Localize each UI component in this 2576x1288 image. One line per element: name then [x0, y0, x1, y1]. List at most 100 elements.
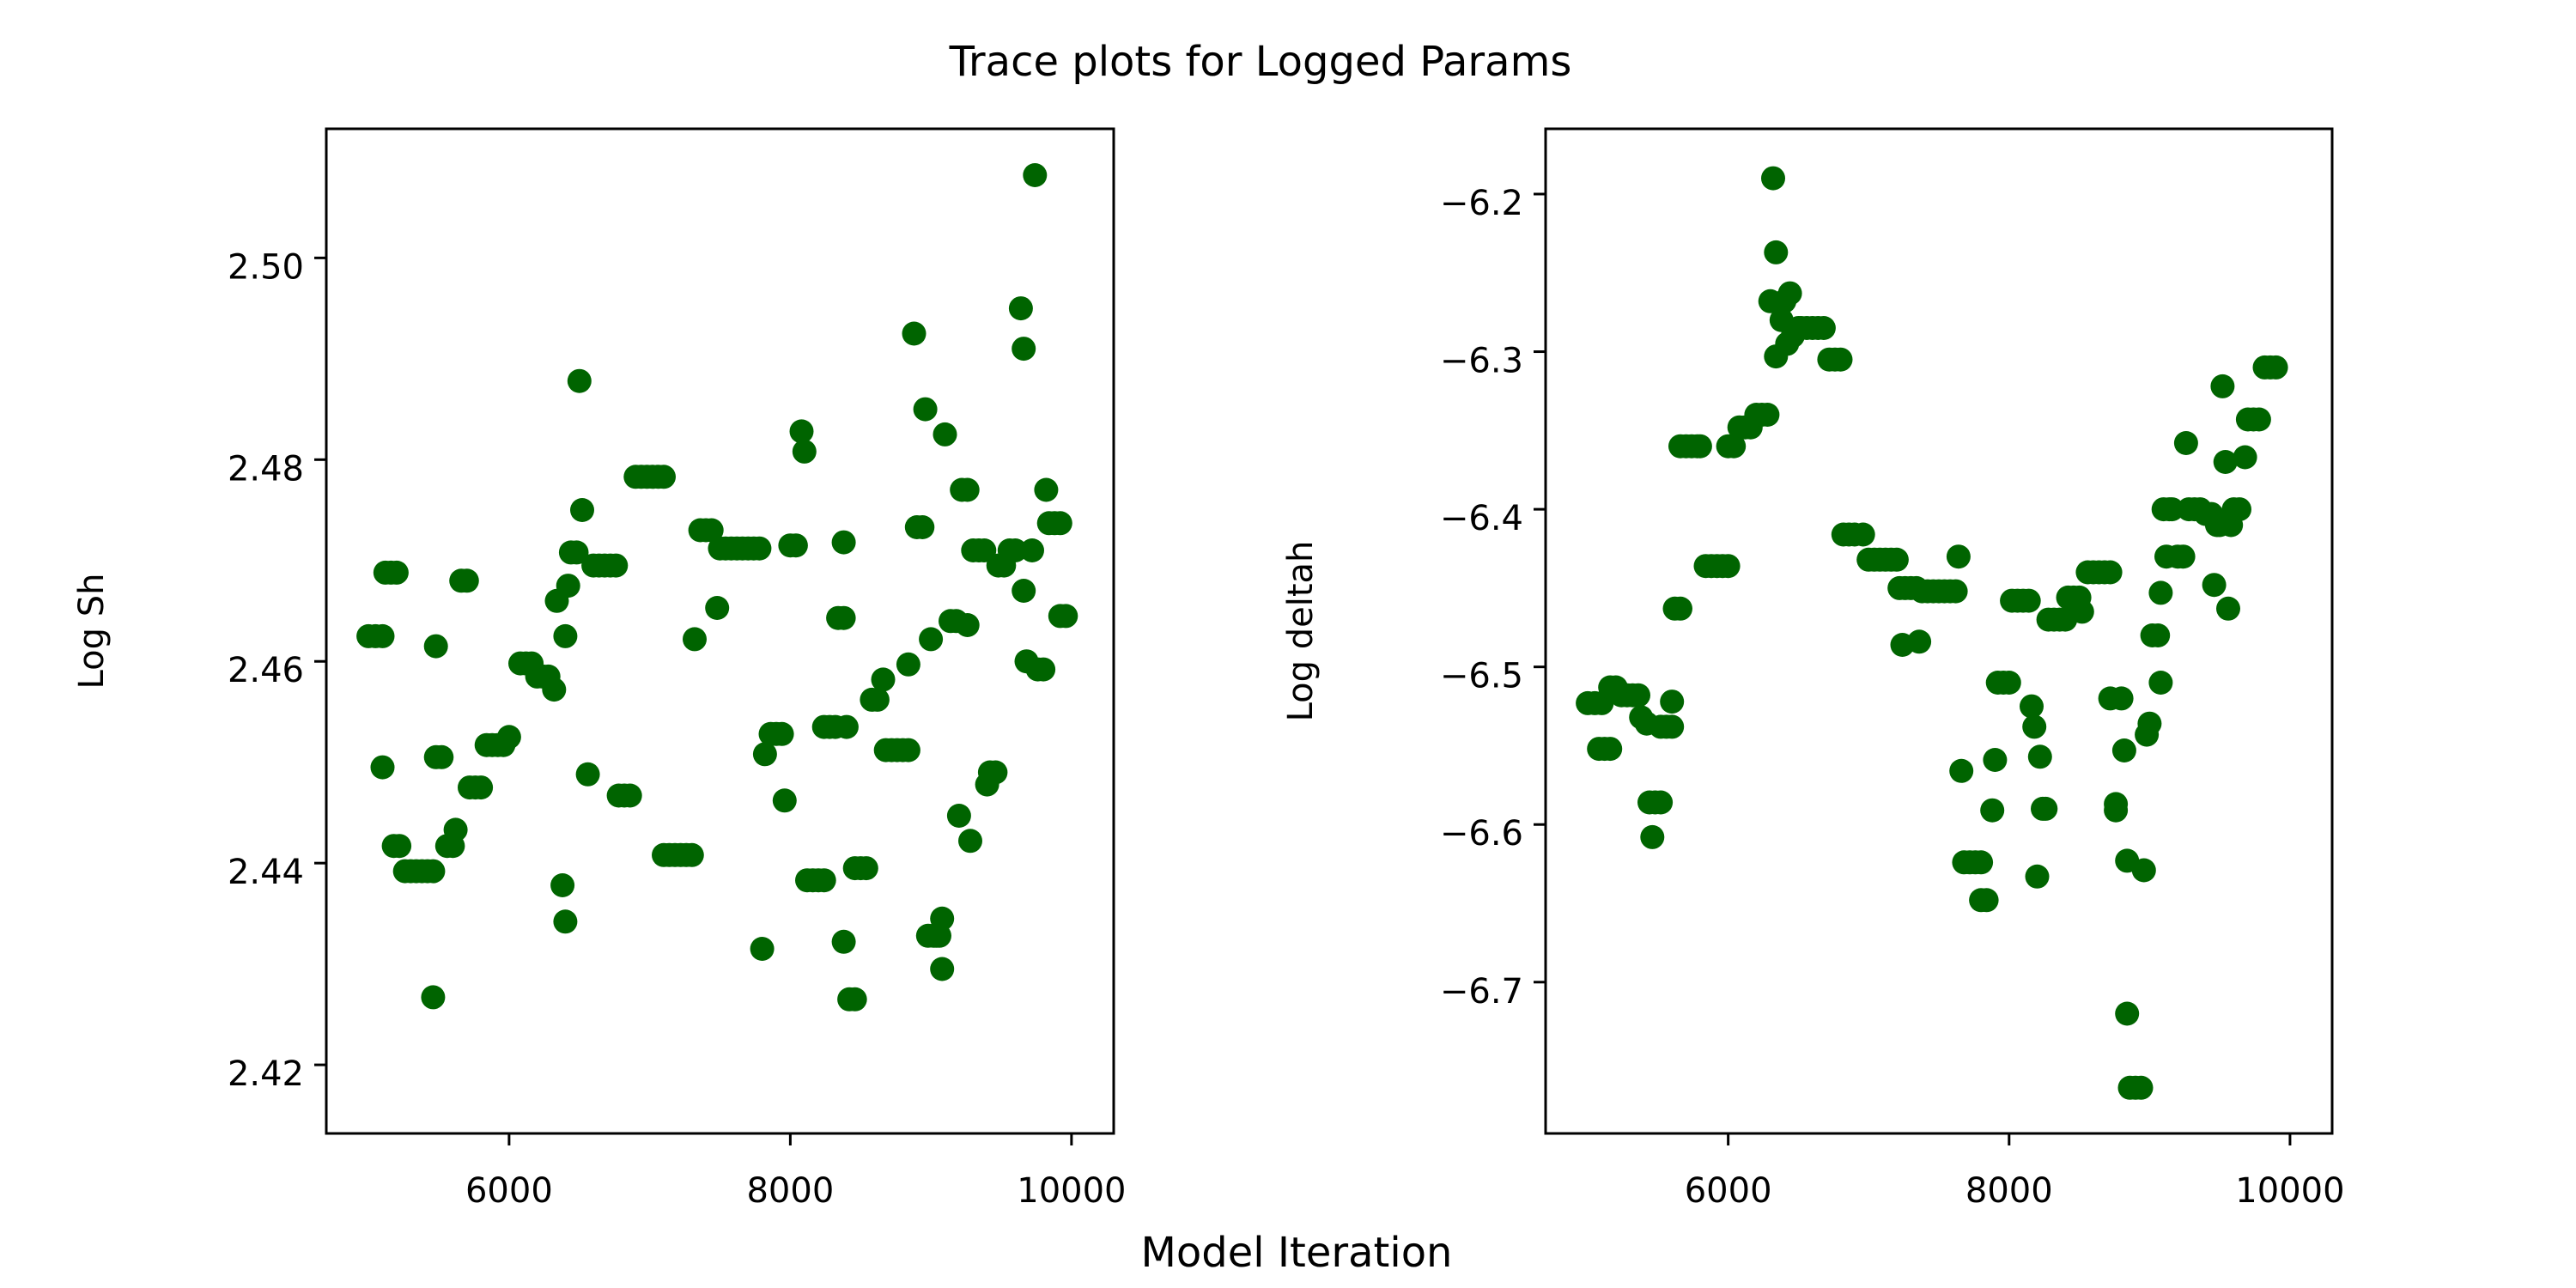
data-point	[2202, 573, 2227, 598]
data-point	[2146, 623, 2171, 647]
data-point	[2115, 1001, 2140, 1026]
data-point	[1054, 604, 1078, 629]
data-point	[423, 634, 448, 659]
x-tick-label: 6000	[1685, 1171, 1772, 1211]
data-point	[2148, 580, 2173, 605]
x-tick-label: 8000	[1965, 1171, 2053, 1211]
data-point	[1598, 737, 1623, 762]
data-point	[919, 627, 944, 652]
data-point	[983, 760, 1008, 785]
data-point	[652, 465, 676, 489]
data-point	[769, 721, 794, 746]
data-point	[1811, 316, 1836, 340]
data-point	[772, 788, 797, 813]
data-point	[2160, 497, 2184, 522]
data-point	[1687, 434, 1712, 459]
data-point	[1722, 434, 1747, 459]
data-point	[958, 829, 982, 854]
data-point	[443, 817, 468, 842]
data-point	[1003, 538, 1028, 562]
data-point	[2033, 796, 2058, 821]
data-point	[792, 439, 817, 464]
data-point	[556, 574, 580, 598]
data-point	[387, 834, 412, 859]
data-point	[955, 613, 980, 637]
data-point	[1649, 790, 1674, 815]
data-point	[570, 498, 594, 522]
data-point	[1949, 758, 1974, 783]
data-point	[454, 568, 479, 593]
data-point	[854, 856, 878, 881]
data-point	[1034, 477, 1059, 502]
data-point	[1008, 296, 1033, 321]
data-point	[902, 321, 927, 346]
x-tick-label: 6000	[465, 1171, 553, 1211]
y-tick-label: 2.48	[228, 449, 304, 489]
data-point	[384, 560, 409, 585]
right-panel: 6000 8000 10000 −6.7 −6.6 −6.5 −6.4 −6.3 −6.2 Log…	[1281, 127, 2345, 1211]
data-point	[1974, 888, 1999, 913]
data-point	[564, 540, 589, 565]
data-point	[1969, 850, 1994, 875]
left-panel: 6000 8000 10000 2.42 2.44 2.46 2.48 2.50 Log Sh	[72, 127, 1127, 1211]
data-point	[834, 714, 859, 739]
data-point	[2131, 858, 2156, 883]
data-point	[831, 929, 856, 954]
figure-xlabel: Model Iteration	[1141, 1229, 1453, 1277]
data-point	[2104, 792, 2129, 817]
data-point	[683, 627, 707, 652]
data-point	[2069, 599, 2094, 624]
data-point	[1764, 240, 1789, 264]
data-point	[575, 762, 600, 787]
y-tick-label: −6.5	[1440, 657, 1523, 696]
data-point	[896, 738, 920, 762]
data-point	[421, 985, 446, 1010]
data-point	[747, 536, 772, 561]
y-tick-label: 2.44	[228, 853, 304, 892]
data-point	[1660, 714, 1685, 739]
data-point	[930, 957, 955, 981]
data-point	[2148, 671, 2173, 695]
data-point	[1946, 544, 1971, 569]
data-point	[2027, 744, 2052, 769]
left-ylabel: Log Sh	[72, 574, 112, 690]
data-point	[2233, 445, 2257, 470]
y-tick-label: −6.4	[1440, 499, 1523, 538]
y-tick-label: 2.50	[228, 247, 304, 287]
data-point	[1626, 683, 1650, 708]
data-point	[1777, 281, 1802, 306]
data-point	[617, 783, 642, 808]
data-point	[789, 419, 814, 444]
data-point	[1755, 403, 1780, 427]
data-point	[831, 605, 856, 630]
data-point	[1907, 629, 1932, 654]
data-point	[2020, 694, 2044, 719]
data-point	[1660, 690, 1685, 714]
data-point	[429, 744, 454, 769]
data-point	[2173, 431, 2198, 455]
data-point	[1716, 554, 1741, 579]
data-point	[871, 667, 896, 692]
data-point	[1031, 657, 1056, 682]
data-point	[750, 937, 775, 961]
data-point	[1828, 347, 1853, 372]
data-point	[1884, 547, 1909, 572]
data-point	[955, 477, 980, 502]
data-point	[370, 623, 395, 648]
right-ylabel: Log deltah	[1281, 541, 1321, 722]
x-tick-label: 10000	[2235, 1171, 2344, 1211]
figure-title: Trace plots for Logged Params	[949, 38, 1572, 86]
left-points	[356, 163, 1078, 1012]
data-point	[1668, 596, 1692, 621]
y-tick-label: −6.2	[1440, 184, 1523, 223]
data-point	[752, 742, 777, 767]
right-axes-frame	[1544, 127, 2334, 1135]
data-point	[2246, 407, 2271, 432]
data-point	[2016, 588, 2041, 613]
data-point	[2227, 497, 2251, 522]
data-point	[896, 652, 920, 677]
data-point	[972, 538, 997, 562]
left-axes-frame	[325, 127, 1115, 1135]
data-point	[811, 868, 836, 893]
